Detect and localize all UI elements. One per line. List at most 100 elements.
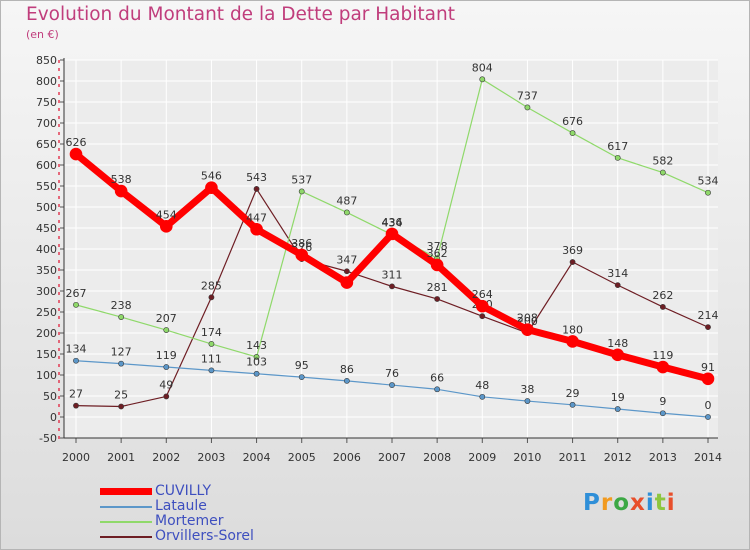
y-tick-label: 600 — [36, 159, 57, 172]
data-point-lataule — [614, 406, 621, 412]
y-tick-label: 400 — [36, 243, 57, 256]
y-tick-label: 0 — [50, 411, 57, 424]
logo-letter: i — [645, 490, 655, 516]
data-label-orvillers-sorel: 27 — [69, 388, 83, 401]
data-point-lataule — [163, 364, 170, 370]
data-label-orvillers-sorel: 214 — [698, 309, 719, 322]
data-label-mortemer: 267 — [66, 287, 87, 300]
data-point-cuvilly — [69, 147, 83, 161]
y-tick-label: 100 — [36, 369, 57, 382]
data-point-cuvilly — [475, 299, 489, 313]
data-label-cuvilly: 447 — [246, 211, 267, 224]
data-point-mortemer — [524, 104, 531, 111]
data-label-lataule: 76 — [385, 367, 399, 380]
data-point-lataule — [524, 398, 531, 404]
data-point-mortemer — [479, 76, 486, 83]
x-tick-label: 2000 — [62, 451, 90, 464]
data-point-orvillers-sorel — [253, 186, 260, 192]
legend-label-lataule: Lataule — [155, 498, 207, 514]
data-point-mortemer — [253, 354, 260, 360]
data-point-cuvilly — [114, 184, 128, 198]
data-label-lataule: 48 — [475, 379, 489, 392]
data-point-orvillers-sorel — [434, 296, 441, 302]
data-label-mortemer: 378 — [427, 240, 448, 253]
logo-letter: i — [666, 490, 676, 516]
data-point-lataule — [705, 414, 711, 420]
legend-item-lataule: Lataule — [100, 499, 320, 514]
data-label-mortemer: 207 — [156, 312, 177, 325]
data-label-mortemer: 487 — [336, 194, 357, 207]
y-tick-label: 150 — [36, 348, 57, 361]
data-point-lataule — [343, 377, 350, 384]
data-point-cuvilly — [385, 227, 399, 241]
data-label-mortemer: 434 — [382, 217, 403, 230]
data-point-mortemer — [298, 188, 305, 195]
data-label-lataule: 119 — [156, 349, 177, 362]
data-point-mortemer — [343, 209, 350, 216]
data-point-cuvilly — [566, 335, 579, 348]
data-point-orvillers-sorel — [163, 393, 170, 400]
data-point-cuvilly — [521, 323, 534, 336]
y-tick-label: 450 — [36, 222, 57, 235]
logo-letter: t — [654, 490, 667, 516]
data-point-mortemer — [208, 341, 215, 347]
data-label-cuvilly: 362 — [427, 247, 448, 260]
y-tick-label: 300 — [36, 285, 57, 298]
data-label-orvillers-sorel: 49 — [159, 378, 173, 391]
data-label-orvillers-sorel: 311 — [382, 268, 403, 281]
legend-item-mortemer: Mortemer — [100, 514, 320, 529]
data-label-mortemer: 537 — [291, 173, 312, 186]
data-point-mortemer — [73, 301, 79, 308]
data-point-orvillers-sorel — [479, 313, 486, 320]
data-label-lataule: 127 — [111, 346, 132, 359]
data-label-lataule: 66 — [430, 371, 444, 384]
data-point-orvillers-sorel — [659, 304, 666, 310]
data-label-lataule: 111 — [201, 352, 222, 365]
data-label-mortemer: 617 — [607, 140, 628, 153]
data-label-cuvilly: 626 — [66, 136, 87, 149]
data-label-lataule: 38 — [520, 383, 534, 396]
legend-item-orvillers-sorel: Orvillers-Sorel — [100, 529, 320, 544]
data-point-mortemer — [614, 154, 621, 161]
data-label-mortemer: 174 — [201, 326, 222, 339]
legend-swatch-orvillers-sorel — [100, 536, 152, 538]
legend-swatch-cuvilly — [100, 488, 152, 495]
x-tick-label: 2010 — [513, 451, 541, 464]
data-label-mortemer: 676 — [562, 115, 583, 128]
logo-letter: x — [630, 490, 646, 516]
data-point-mortemer — [705, 189, 711, 196]
data-point-lataule — [298, 374, 305, 380]
data-point-lataule — [434, 386, 441, 393]
proxiti-logo: Proxiti — [583, 490, 676, 516]
data-point-orvillers-sorel — [118, 403, 125, 410]
data-point-orvillers-sorel — [208, 294, 215, 301]
x-tick-label: 2004 — [243, 451, 271, 464]
data-label-orvillers-sorel: 369 — [562, 244, 583, 257]
data-point-orvillers-sorel — [614, 282, 621, 289]
data-label-orvillers-sorel: 314 — [607, 267, 628, 280]
data-point-orvillers-sorel — [705, 324, 711, 331]
x-tick-label: 2005 — [288, 451, 316, 464]
data-point-lataule — [118, 360, 125, 367]
data-point-mortemer — [163, 327, 170, 333]
data-point-orvillers-sorel — [389, 283, 395, 290]
data-label-mortemer: 238 — [111, 299, 132, 312]
data-label-mortemer: 143 — [246, 339, 267, 352]
data-label-cuvilly: 264 — [472, 288, 493, 301]
y-tick-label: 700 — [36, 117, 57, 130]
x-tick-label: 2007 — [378, 451, 406, 464]
legend-label-orvillers-sorel: Orvillers-Sorel — [155, 528, 254, 544]
data-point-cuvilly — [295, 248, 309, 262]
y-tick-label: -50 — [39, 432, 57, 445]
data-point-lataule — [479, 393, 486, 400]
data-label-orvillers-sorel: 285 — [201, 279, 222, 292]
x-tick-label: 2013 — [649, 451, 677, 464]
chart-legend: CUVILLY Lataule Mortemer Orvillers-Sorel — [100, 484, 320, 544]
y-tick-label: 350 — [36, 264, 57, 277]
data-label-cuvilly: 148 — [607, 337, 628, 350]
logo-letter: o — [613, 490, 631, 516]
data-point-cuvilly — [656, 360, 670, 374]
data-label-lataule: 86 — [340, 363, 354, 376]
x-tick-label: 2009 — [468, 451, 496, 464]
